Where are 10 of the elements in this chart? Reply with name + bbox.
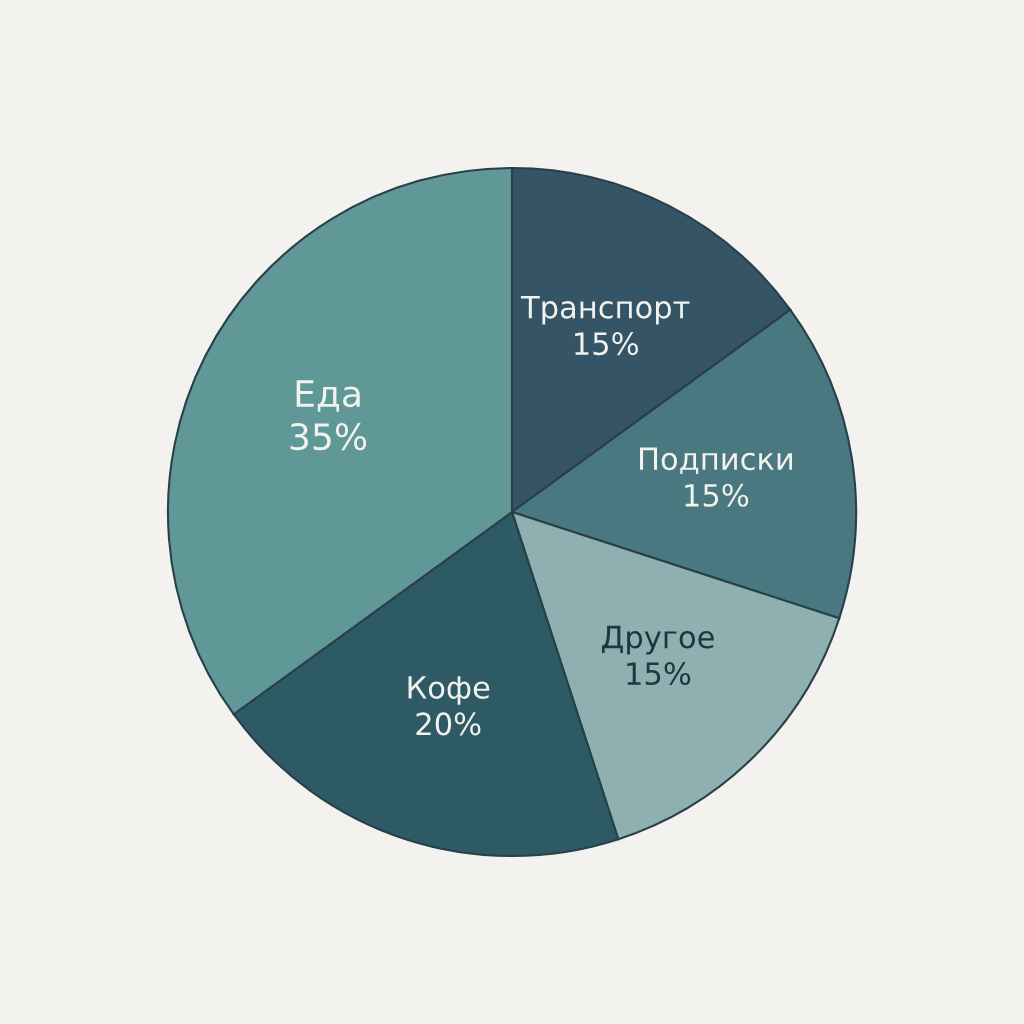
data-label: 20% (416, 712, 481, 736)
slice-label: Другое (602, 625, 714, 655)
data-label: 15% (627, 662, 691, 686)
slice-label: Транспорт (520, 295, 690, 325)
data-label: 15% (575, 332, 638, 356)
data-label: 15% (685, 483, 749, 507)
data-label: 35% (290, 423, 367, 451)
slice-label: Кофе (408, 676, 490, 705)
slice-label: Еда (296, 380, 360, 412)
slice-label: Подписки (640, 447, 792, 475)
